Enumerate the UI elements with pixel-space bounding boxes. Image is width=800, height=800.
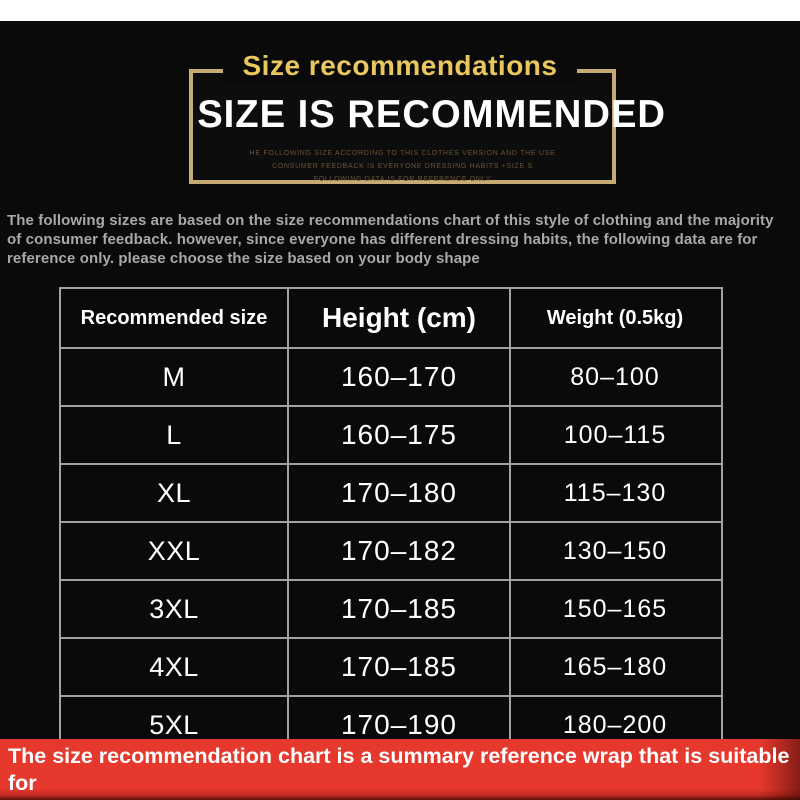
banner-subtext-line: HE FOLLOWING SIZE ACCORDING TO THIS CLOT… [249, 150, 556, 157]
weight-cell: 80–100 [570, 362, 660, 391]
size-cell: 4XL [61, 639, 289, 695]
size-cell: M [61, 349, 289, 405]
height-cell: 170–182 [289, 523, 511, 579]
table-header-row: Recommended size Height (cm) Weight (0.5… [61, 289, 721, 349]
weight-cell: 115–130 [563, 478, 667, 507]
table-row: XXL 170–182 130–150 [61, 523, 721, 581]
banner-title-text: Size recommendations [222, 50, 578, 82]
size-cell: 5XL [61, 697, 289, 753]
intro-line: reference only. please choose the size b… [7, 250, 480, 267]
weight-cell: 180–200 [562, 710, 668, 739]
footer-notice: The size recommendation chart is a summa… [0, 739, 800, 800]
height-cell: 170–185 [289, 581, 511, 637]
weight-cell: 150–165 [562, 594, 668, 623]
height-cell: 170–185 [289, 639, 511, 695]
banner-heading: SIZE IS RECOMMENDED [197, 93, 666, 136]
col-header-weight: Weight (0.5kg) [546, 306, 684, 329]
footer-line: The size recommendation chart is a summa… [8, 744, 790, 795]
col-header-recommended-size: Recommended size [61, 289, 289, 347]
weight-cell: 100–115 [563, 420, 667, 449]
height-cell: 160–175 [289, 407, 511, 463]
height-cell: 170–190 [289, 697, 511, 753]
table-row: L 160–175 100–115 [61, 407, 721, 465]
col-header-height: Height (cm) [289, 289, 511, 347]
size-cell: L [61, 407, 289, 463]
footer-line: most buyers. since everyone has differen… [8, 797, 790, 800]
banner-subtext-line: FOLLOWING DATA IS FOR REFERENCE ONLY [313, 176, 492, 183]
top-white-strip [0, 0, 800, 21]
size-table: Recommended size Height (cm) Weight (0.5… [59, 287, 723, 769]
banner-title: Size recommendations [0, 50, 800, 82]
intro-line: of consumer feedback. however, since eve… [7, 231, 758, 248]
weight-cell: 130–150 [562, 536, 668, 565]
table-row: XL 170–180 115–130 [61, 465, 721, 523]
height-cell: 170–180 [289, 465, 511, 521]
size-cell: XXL [61, 523, 289, 579]
banner-box: SIZE IS RECOMMENDED HE FOLLOWING SIZE AC… [189, 69, 666, 186]
table-row: 3XL 170–185 150–165 [61, 581, 721, 639]
banner-subtext-line: CONSUMER FEEDBACK IS EVERYONE DRESSING H… [272, 163, 533, 170]
size-cell: 3XL [61, 581, 289, 637]
intro-line: The following sizes are based on the siz… [7, 212, 774, 229]
height-cell: 160–170 [289, 349, 511, 405]
size-cell: XL [61, 465, 289, 521]
intro-paragraph: The following sizes are based on the siz… [7, 211, 795, 268]
table-row: M 160–170 80–100 [61, 349, 721, 407]
banner-subtext: HE FOLLOWING SIZE ACCORDING TO THIS CLOT… [193, 147, 612, 186]
table-row: 4XL 170–185 165–180 [61, 639, 721, 697]
weight-cell: 165–180 [562, 652, 668, 681]
